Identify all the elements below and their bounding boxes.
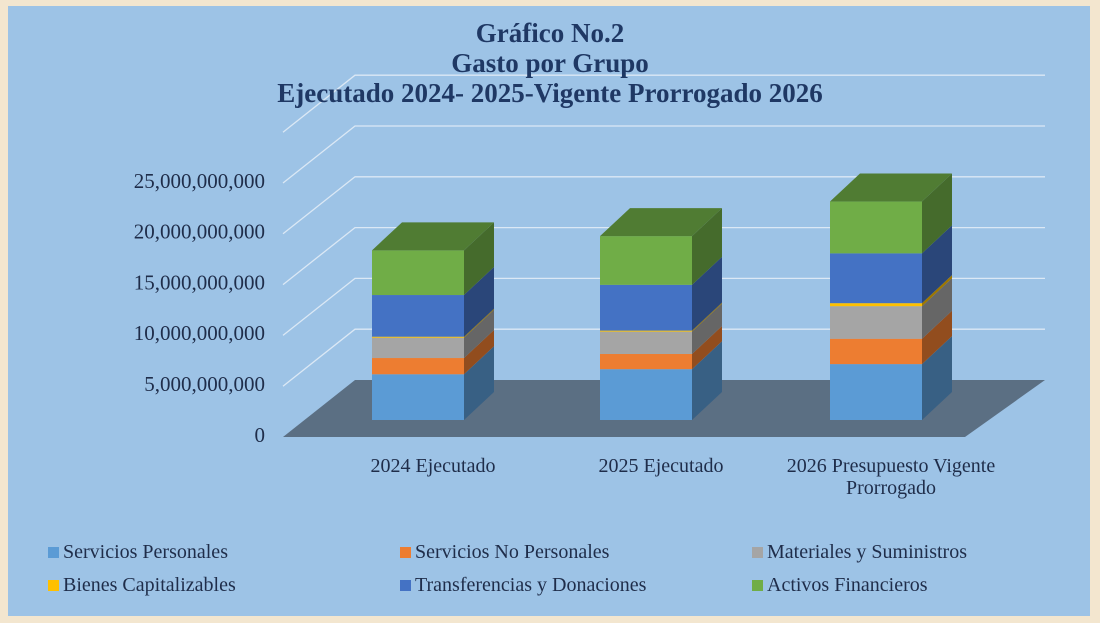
- bar-top: [600, 208, 722, 237]
- bar-top: [372, 222, 494, 251]
- y-tick-label: 10,000,000,000: [134, 321, 265, 345]
- grid-line: [282, 226, 1045, 286]
- bar-side: [922, 278, 952, 339]
- bar-side: [692, 325, 722, 370]
- bar-side: [692, 302, 722, 332]
- grid-line: [282, 277, 1045, 336]
- bar-segment: [830, 306, 922, 339]
- bar-segment: [830, 303, 922, 307]
- bar-side: [692, 256, 722, 331]
- legend-swatch: [48, 580, 59, 591]
- legend-item: Bienes Capitalizables: [48, 574, 236, 597]
- bar-segment: [372, 337, 464, 359]
- chart-title: Gráfico No.2: [475, 18, 625, 48]
- legend-item: Activos Financieros: [752, 574, 928, 597]
- legend-swatch: [400, 547, 411, 558]
- bar-side: [464, 267, 494, 337]
- legend-item: Servicios Personales: [48, 541, 228, 564]
- x-tick-label: 2026 Presupuesto Vigente Prorrogado: [786, 455, 996, 499]
- bar-side: [692, 208, 722, 285]
- bar-segment: [372, 358, 464, 375]
- bar-side: [464, 222, 494, 296]
- bar-side: [922, 336, 952, 420]
- legend-item: Servicios No Personales: [400, 541, 609, 564]
- bar-segment: [830, 201, 922, 254]
- y-tick-label: 0: [255, 423, 266, 447]
- bar-side: [922, 225, 952, 304]
- bar-segment: [600, 330, 692, 332]
- bar-segment: [372, 336, 464, 338]
- bar-segment: [372, 295, 464, 337]
- bar-side: [464, 330, 494, 375]
- legend-swatch: [752, 547, 763, 558]
- legend-label: Servicios Personales: [63, 541, 228, 563]
- bar-segment: [830, 253, 922, 304]
- bar-side: [464, 308, 494, 338]
- bar-side: [922, 173, 952, 254]
- bar-side: [692, 303, 722, 354]
- legend-label: Servicios No Personales: [415, 541, 610, 563]
- bar-segment: [830, 364, 922, 420]
- y-tick-label: 20,000,000,000: [134, 220, 265, 244]
- x-tick-label: 2024 Ejecutado: [370, 455, 496, 477]
- bar-side: [464, 309, 494, 359]
- legend-label: Transferencias y Donaciones: [415, 574, 647, 596]
- bar-segment: [830, 338, 922, 365]
- grid-line: [282, 74, 1045, 133]
- legend-item: Transferencias y Donaciones: [400, 574, 646, 597]
- bar-segment: [600, 284, 692, 331]
- bar-side: [692, 341, 722, 420]
- x-tick-label: 2025 Ejecutado: [598, 455, 724, 477]
- bar-side: [464, 346, 494, 420]
- legend-swatch: [400, 580, 411, 591]
- legend-label: Activos Financieros: [767, 574, 928, 596]
- legend-label: Materiales y Suministros: [767, 541, 967, 563]
- bar-segment: [600, 331, 692, 354]
- chart-title: Ejecutado 2024- 2025-Vigente Prorrogado …: [277, 78, 823, 108]
- bar-segment: [372, 374, 464, 420]
- y-tick-label: 25,000,000,000: [134, 169, 265, 193]
- legend-swatch: [752, 580, 763, 591]
- grid-line: [282, 328, 1045, 387]
- bar-segment: [600, 369, 692, 420]
- bar-top: [830, 173, 952, 202]
- legend-label: Bienes Capitalizables: [63, 574, 236, 596]
- y-tick-label: 15,000,000,000: [134, 270, 265, 294]
- bar-segment: [600, 236, 692, 285]
- bar-side: [922, 275, 952, 307]
- legend-item: Materiales y Suministros: [752, 541, 967, 564]
- grid-line: [282, 125, 1045, 184]
- bar-segment: [600, 353, 692, 370]
- chart-title: Gasto por Grupo: [451, 48, 649, 78]
- grid-line: [282, 176, 1045, 235]
- bar-side: [922, 310, 952, 365]
- y-tick-label: 5,000,000,000: [144, 372, 265, 396]
- legend-swatch: [48, 547, 59, 558]
- bar-segment: [372, 250, 464, 296]
